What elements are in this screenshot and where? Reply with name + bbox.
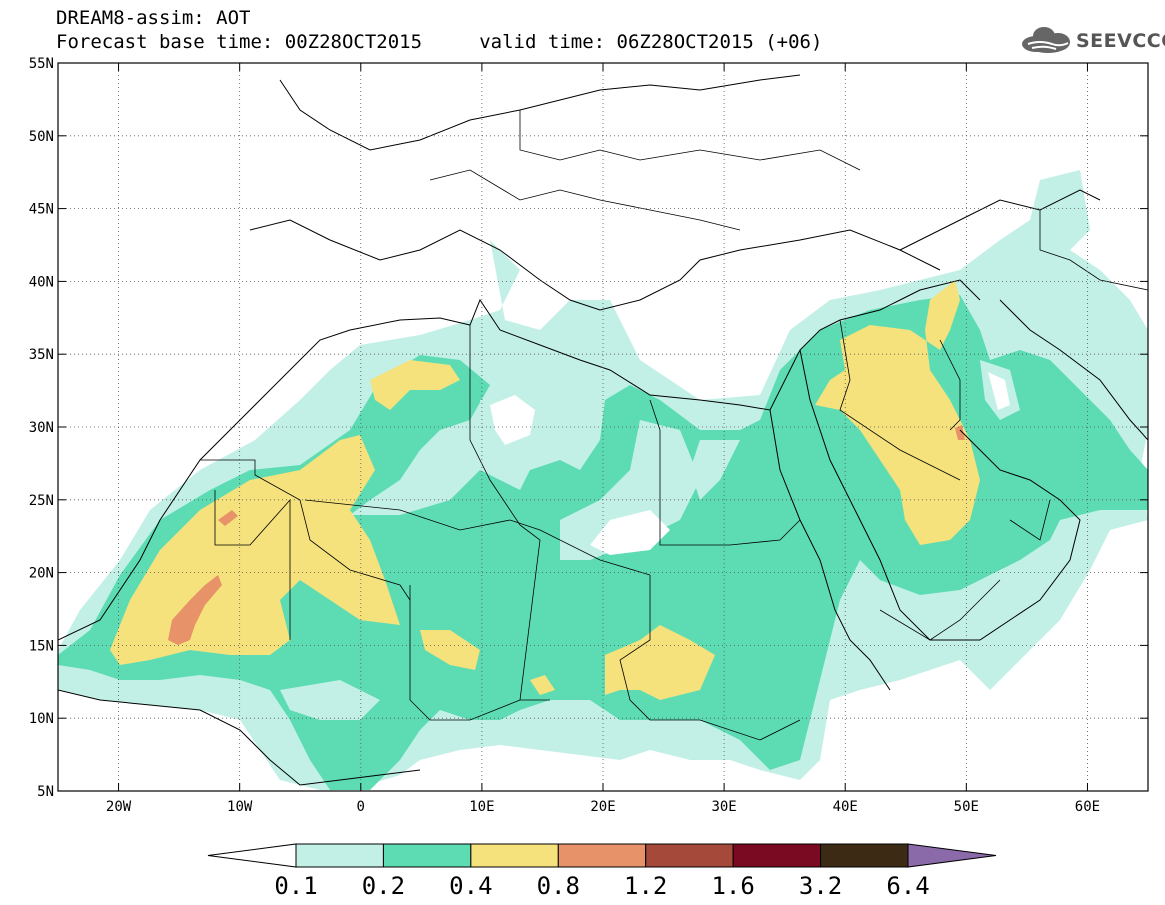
colorbar-box xyxy=(295,843,384,868)
aot-patch-light xyxy=(988,372,1010,410)
lon-tick-label: 40E xyxy=(833,799,858,815)
colorbar-box xyxy=(557,843,647,868)
aot-band-0.4 xyxy=(420,630,480,670)
aot-band-0.8 xyxy=(218,510,238,526)
axis-ticks: 55N 50N 45N 40N 35N 30N 25N 20N 15N 10N 5N 20W 10W 0 1… xyxy=(29,56,1148,815)
aot-band-0.4 xyxy=(815,280,980,545)
colorbar-level-label: 0.8 xyxy=(537,872,580,900)
colorbar-box xyxy=(820,843,909,868)
aot-band-0.4 xyxy=(370,360,460,410)
aot-patch-light xyxy=(590,510,670,555)
colorbar-level-label: 0.2 xyxy=(362,872,405,900)
lat-tick-label: 50N xyxy=(29,129,54,145)
colorbar-level-label: 6.4 xyxy=(886,872,929,900)
lat-tick-label: 10N xyxy=(29,711,54,727)
colorbar-level-label: 1.2 xyxy=(624,872,667,900)
lat-tick-label: 5N xyxy=(37,784,54,800)
colorbar-box xyxy=(382,843,472,868)
lat-tick-label: 25N xyxy=(29,493,54,509)
chart-title: DREAM8-assim: AOT xyxy=(56,7,251,29)
aot-band-0.4 xyxy=(605,625,715,700)
colorbar-level-label: 0.4 xyxy=(449,872,492,900)
aot-patch-light xyxy=(280,680,380,720)
lon-tick-label: 60E xyxy=(1075,799,1100,815)
colorbar-box xyxy=(732,843,822,868)
colorbar-arrow-high xyxy=(907,843,997,868)
logo-text: SEEVCCC xyxy=(1076,30,1165,52)
country-borders xyxy=(200,110,1148,741)
chart-subtitle: Forecast base time: 00Z28OCT2015 valid t… xyxy=(56,31,823,53)
colorbar-level-label: 0.1 xyxy=(274,872,317,900)
colorbar-arrow-low xyxy=(207,843,297,868)
lon-tick-label: 30E xyxy=(711,799,736,815)
lon-tick-label: 20E xyxy=(590,799,615,815)
aot-band-0.8 xyxy=(168,575,222,645)
cloud-icon xyxy=(1022,27,1070,53)
aot-band-0.8 xyxy=(955,425,965,440)
lon-tick-label: 10W xyxy=(227,799,253,815)
lat-tick-label: 20N xyxy=(29,566,54,582)
lon-tick-label: 20W xyxy=(106,799,132,815)
aot-band-0.4 xyxy=(530,675,555,695)
colorbar-box xyxy=(470,843,559,868)
colorbar-level-label: 1.6 xyxy=(711,872,754,900)
lat-tick-label: 35N xyxy=(29,347,54,363)
lat-tick-label: 45N xyxy=(29,202,54,218)
colorbar-level-label: 3.2 xyxy=(799,872,842,900)
lon-tick-label: 10E xyxy=(469,799,494,815)
lat-tick-label: 40N xyxy=(29,274,54,290)
aot-patch-light xyxy=(490,395,535,445)
aot-band-0.4 xyxy=(110,435,400,665)
lon-tick-label: 0 xyxy=(357,799,365,815)
lat-tick-label: 55N xyxy=(29,56,54,72)
aot-patch-light xyxy=(690,440,740,500)
lat-tick-label: 30N xyxy=(29,420,54,436)
lat-tick-label: 15N xyxy=(29,638,54,654)
gridlines xyxy=(58,63,1148,791)
lon-tick-label: 50E xyxy=(954,799,979,815)
colorbar: 0.1 0.2 0.4 0.8 1.2 1.6 3.2 6.4 xyxy=(207,843,997,900)
colorbar-box xyxy=(645,843,734,868)
